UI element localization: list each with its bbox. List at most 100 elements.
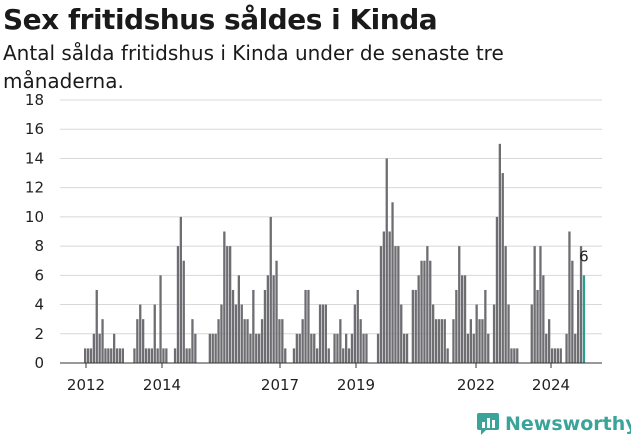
bar: [263, 289, 267, 363]
bar: [211, 333, 214, 363]
y-tick-label: 16: [25, 120, 44, 138]
bar: [342, 348, 345, 363]
bar: [214, 333, 217, 363]
bar: [327, 348, 330, 363]
y-tick-label: 0: [34, 354, 44, 372]
bar: [487, 333, 490, 363]
x-tick-label: 2017: [261, 376, 299, 394]
bar: [269, 216, 272, 363]
bar: [539, 246, 542, 363]
bar: [324, 304, 327, 363]
bar: [379, 246, 383, 363]
bar: [272, 275, 275, 363]
bar: [182, 260, 185, 363]
bar: [255, 333, 258, 363]
bar: [411, 289, 414, 363]
bar: [545, 333, 548, 363]
y-tick-label: 10: [25, 208, 44, 226]
x-tick-label: 2022: [457, 376, 495, 394]
y-axis-ticks: 0 2 4 6 8 10 12 14 16 18: [25, 91, 44, 372]
bar: [89, 348, 93, 363]
bar: [353, 304, 356, 363]
bar: [536, 289, 539, 363]
bar: [559, 348, 562, 363]
chart-title: Sex fritidshus såldes i Kinda: [3, 3, 438, 36]
bar: [556, 348, 559, 363]
bar: [237, 275, 240, 363]
bar: [115, 348, 119, 363]
bars: [84, 143, 586, 363]
bar: [226, 246, 229, 363]
bar: [144, 348, 148, 363]
bar: [414, 289, 417, 363]
bar: [208, 333, 211, 363]
bar: [516, 348, 519, 363]
bar: [165, 348, 168, 363]
bar: [136, 319, 139, 363]
bar: [278, 319, 281, 363]
gridlines: [60, 99, 602, 335]
bar: [574, 333, 577, 363]
bar: [504, 246, 507, 363]
bar: [176, 246, 180, 363]
bar: [121, 348, 124, 363]
bar: [229, 246, 232, 363]
bar: [292, 348, 296, 363]
bar: [481, 319, 484, 363]
bar: [356, 289, 359, 363]
x-axis-ticks: 2012 2014 2017 2019 2022 2024: [67, 363, 570, 394]
bar: [463, 275, 467, 363]
bar: [461, 275, 464, 363]
bar: [345, 333, 348, 363]
bar: [472, 333, 475, 363]
newsworthy-logo-icon: [477, 413, 499, 435]
bar: [533, 246, 536, 363]
bar: [382, 231, 385, 363]
y-tick-label: 14: [25, 149, 44, 167]
brand-name: Newsworthy: [505, 413, 631, 435]
y-tick-label: 4: [34, 296, 44, 314]
bar: [455, 289, 458, 363]
y-tick-label: 8: [34, 237, 44, 255]
bar: [434, 319, 438, 363]
bar: [179, 216, 182, 363]
y-tick-label: 12: [25, 179, 44, 197]
bar: [316, 348, 319, 363]
bar: [577, 289, 580, 363]
bar: [284, 348, 287, 363]
x-tick-label: 2012: [67, 376, 105, 394]
bar: [84, 348, 87, 363]
bar: [394, 246, 397, 363]
bar: [403, 333, 406, 363]
bar: [478, 319, 481, 363]
bar: [507, 304, 510, 363]
bar: [310, 333, 313, 363]
bar: [240, 304, 243, 363]
bar: [437, 319, 441, 363]
bar: [159, 275, 162, 363]
bar: [266, 275, 269, 363]
bar: [365, 333, 368, 363]
bar: [571, 260, 574, 363]
bar: [440, 319, 443, 363]
highlight-bar: [582, 275, 586, 363]
bar: [173, 348, 177, 363]
bar: [466, 333, 470, 363]
bar: [376, 333, 380, 363]
x-tick-label: 2014: [143, 376, 181, 394]
bar: [246, 319, 249, 363]
bar: [550, 348, 554, 363]
bar: [194, 333, 197, 363]
bar: [452, 319, 455, 363]
bar: [484, 289, 487, 363]
bar: [95, 289, 98, 363]
bar: [362, 333, 365, 363]
bar: [333, 333, 336, 363]
bar: [321, 304, 325, 363]
bar: [220, 304, 223, 363]
bar: [249, 333, 252, 363]
bar: [391, 202, 394, 363]
bar: [423, 260, 426, 363]
bar: [92, 333, 95, 363]
bar: [318, 304, 322, 363]
